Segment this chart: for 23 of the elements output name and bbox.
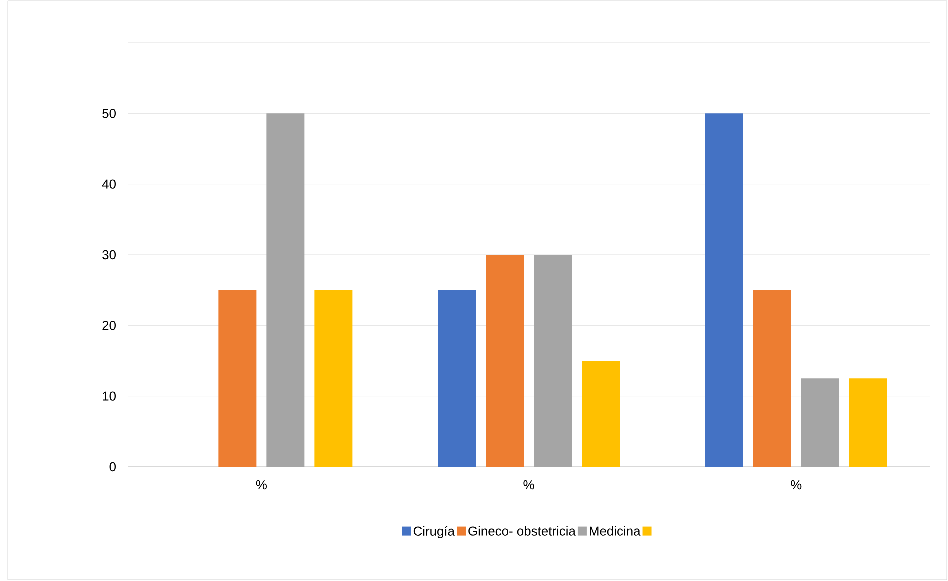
y-tick-label: 10 <box>103 392 116 401</box>
legend-label: Gineco- obstetricia <box>468 526 576 536</box>
bar <box>266 114 305 467</box>
bar <box>534 254 572 467</box>
bar <box>438 290 476 467</box>
y-tick-label: 50 <box>102 109 116 118</box>
y-tick-label: 40 <box>102 180 116 189</box>
bar <box>218 290 257 467</box>
x-tick-label: % <box>256 480 267 490</box>
y-tick-label: 30 <box>102 250 116 260</box>
legend-label: Cirugía <box>414 526 455 539</box>
bar <box>314 290 353 467</box>
bar <box>849 378 888 467</box>
legend-label: Medicina <box>590 526 641 536</box>
x-tick-label: % <box>524 480 534 490</box>
bar <box>582 360 620 467</box>
bar <box>753 290 792 467</box>
y-tick-label: 0 <box>110 462 116 472</box>
bar <box>486 254 524 467</box>
bar <box>705 114 744 467</box>
bar <box>801 378 840 467</box>
y-tick-label: 20 <box>102 321 116 330</box>
x-tick-label: % <box>791 480 802 490</box>
